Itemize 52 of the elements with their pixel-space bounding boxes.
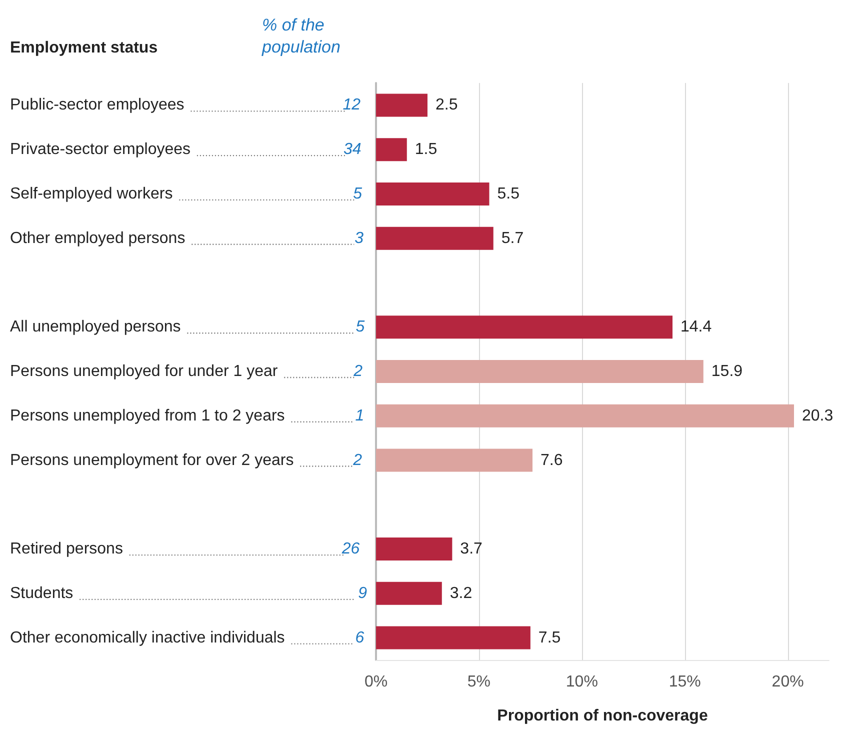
bar	[376, 94, 428, 117]
data-label: 5.7	[501, 230, 524, 247]
data-label: 2.5	[435, 96, 458, 114]
y-tick-label: All unemployed persons	[10, 318, 186, 336]
text: 2	[352, 363, 363, 380]
data-label: 3.2	[450, 584, 472, 602]
bar	[376, 404, 794, 428]
y-tick-label: Other employed persons	[10, 230, 190, 247]
y-tick-label: Persons unemployed from 1 to 2 years	[10, 407, 290, 424]
data-label: 1.5	[414, 141, 438, 158]
y-tick-label: Persons unemployed for under 1 year	[10, 363, 282, 380]
bar	[376, 448, 532, 472]
y-tick-label: Students	[10, 584, 78, 602]
y-tick-label: Self-employed workers	[10, 185, 178, 202]
text: 9	[358, 584, 368, 602]
text: 26	[340, 540, 360, 558]
data-label: 20.3	[802, 407, 834, 424]
y-tick-label: Retired persons	[10, 540, 128, 558]
x-tick-label: 5%	[467, 674, 491, 690]
data-label: 15.9	[711, 363, 743, 380]
bar	[376, 538, 452, 561]
data-label: 7.6	[540, 452, 563, 469]
text: 3	[354, 230, 364, 247]
text: 5	[356, 318, 365, 336]
y-tick-label: Private-sector employees	[10, 141, 195, 158]
bar	[376, 360, 704, 383]
text: 2	[352, 452, 362, 469]
y-axis-title: Employment status	[10, 40, 158, 56]
text: 5	[353, 185, 362, 202]
y-tick-label: Public-sector employees	[10, 96, 189, 114]
data-label: 7.5	[538, 629, 561, 646]
x-tick-label: 10%	[566, 674, 598, 690]
text: 12	[342, 96, 361, 114]
bar	[376, 182, 490, 206]
x-tick-label: 20%	[772, 674, 804, 690]
bar	[376, 626, 530, 650]
data-label: 3.7	[460, 540, 483, 558]
text: 6	[355, 629, 364, 646]
data-label: 5.5	[497, 185, 520, 202]
text: 34	[343, 141, 362, 158]
text: % of the population	[261, 16, 340, 56]
bar	[376, 226, 494, 250]
x-axis-title: Proportion of non-coverage	[497, 708, 708, 724]
text: 1	[355, 407, 364, 424]
x-tick-label: 15%	[668, 674, 701, 690]
bar	[376, 582, 442, 605]
y-tick-label: Other economically inactive individuals	[10, 629, 290, 646]
data-label: 14.4	[680, 318, 712, 336]
bar	[376, 138, 407, 162]
x-tick-label: 0%	[364, 674, 388, 690]
y-tick-label: Persons unemployment for over 2 years	[10, 452, 298, 469]
bar	[376, 316, 673, 339]
